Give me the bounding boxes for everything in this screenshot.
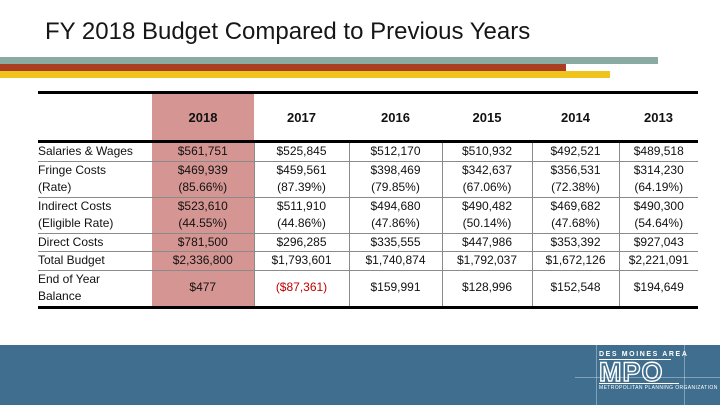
value-cell-2015: $510,932	[441, 141, 532, 161]
value-cell-2018: $523,610 (44.55%)	[152, 196, 254, 233]
value-cell-2013: $2,221,091	[618, 251, 698, 270]
row-label: End of Year Balance	[38, 269, 152, 307]
value-cell-2013: $490,300 (54.64%)	[618, 196, 698, 233]
row-label-header	[38, 92, 152, 143]
value-cell-2016: $1,740,874	[348, 251, 442, 270]
value-cell-2015: $342,637 (67.06%)	[441, 160, 532, 197]
value-cell-2014: $469,682 (47.68%)	[531, 196, 619, 233]
value-cell-2016: $335,555	[348, 232, 442, 252]
value-cell-2014: $152,548	[531, 269, 619, 307]
value-cell-2016: $512,170	[348, 141, 442, 161]
table-row: Fringe Costs (Rate) $469,939 (85.66%) $459,5…	[38, 160, 698, 197]
value-cell-2017: $1,793,601	[253, 251, 349, 270]
accent-bar-teal	[0, 57, 658, 64]
value-cell-2016: $398,469 (79.85%)	[348, 160, 442, 197]
row-label: Total Budget	[38, 251, 152, 270]
value-cell-2015: $128,996	[441, 269, 532, 307]
value-cell-2016: $494,680 (47.86%)	[348, 196, 442, 233]
value-cell-2016: $159,991	[348, 269, 442, 307]
value-cell-2014: $492,521	[531, 141, 619, 161]
logo-registration-line-vertical-left	[596, 345, 597, 405]
value-cell-2014: $1,672,126	[531, 251, 619, 270]
logo-text-mpo: MPO	[599, 359, 664, 385]
svg-text:MPO: MPO	[599, 359, 664, 385]
year-header-2014: 2014	[532, 92, 619, 143]
year-header-2013: 2013	[619, 92, 698, 143]
value-cell-2013: $489,518	[618, 141, 698, 161]
logo-registration-line-vertical-right	[684, 345, 685, 405]
accent-bar-yellow	[0, 71, 610, 78]
footer-band: DES MOINES AREA MPO METROPOLITAN PLANNIN…	[0, 345, 720, 405]
value-cell-2017: $296,285	[253, 232, 349, 252]
logo-text-metropolitan-planning-organization: METROPOLITAN PLANNING ORGANIZATION	[599, 383, 718, 391]
value-cell-2014: $356,531 (72.38%)	[531, 160, 619, 197]
logo-registration-line-horizontal	[575, 377, 720, 378]
logo-text-des-moines-area: DES MOINES AREA	[599, 351, 689, 360]
value-cell-2018: $561,751	[152, 141, 254, 161]
budget-table: 2018 2017 2016 2015 2014 2013 Salaries & Wage…	[38, 91, 698, 309]
accent-bar-red	[0, 64, 566, 71]
value-cell-2015: $447,986	[441, 232, 532, 252]
value-cell-2015: $490,482 (50.14%)	[441, 196, 532, 233]
value-cell-2017: $459,561 (87.39%)	[253, 160, 349, 197]
table-row: Indirect Costs (Eligible Rate) $523,610 (44…	[38, 196, 698, 233]
slide-title: FY 2018 Budget Compared to Previous Year…	[45, 18, 531, 45]
value-cell-2017: ($87,361)	[253, 269, 349, 307]
row-label: Direct Costs	[38, 232, 152, 252]
row-label: Salaries & Wages	[38, 144, 133, 158]
value-cell-2015: $1,792,037	[441, 251, 532, 270]
table-row: Total Budget $2,336,800 $1,793,601 $1,740,8…	[38, 251, 698, 270]
mpo-logo: DES MOINES AREA MPO METROPOLITAN PLANNIN…	[599, 351, 718, 391]
year-header-2016: 2016	[349, 92, 442, 143]
row-label: Fringe Costs (Rate)	[38, 160, 152, 197]
value-cell-2013: $194,649	[618, 269, 698, 307]
value-cell-2017: $525,845	[253, 141, 349, 161]
value-cell-2013: $927,043	[618, 232, 698, 252]
value-cell-2018: $469,939 (85.66%)	[152, 160, 254, 197]
value-cell-2018: $477	[152, 269, 254, 307]
table-header-row: 2018 2017 2016 2015 2014 2013	[38, 92, 698, 143]
value-cell-2018: $2,336,800	[152, 251, 254, 270]
year-header-2015: 2015	[442, 92, 532, 143]
value-cell-2014: $353,392	[531, 232, 619, 252]
table-body: Salaries & Wages $561,751 $525,845 $512,170…	[38, 141, 698, 307]
table-row: Direct Costs $781,500 $296,285 $335,555 $447…	[38, 232, 698, 252]
year-header-2018: 2018	[152, 92, 254, 143]
year-header-2017: 2017	[254, 92, 349, 143]
value-cell-2013: $314,230 (64.19%)	[618, 160, 698, 197]
row-label: Indirect Costs (Eligible Rate)	[38, 196, 152, 233]
value-cell-2018: $781,500	[152, 232, 254, 252]
table-row: Salaries & Wages $561,751 $525,845 $512,170…	[38, 141, 698, 161]
table-row: End of Year Balance $477 ($87,361) $159,991 $…	[38, 269, 698, 307]
value-cell-2017: $511,910 (44.86%)	[253, 196, 349, 233]
